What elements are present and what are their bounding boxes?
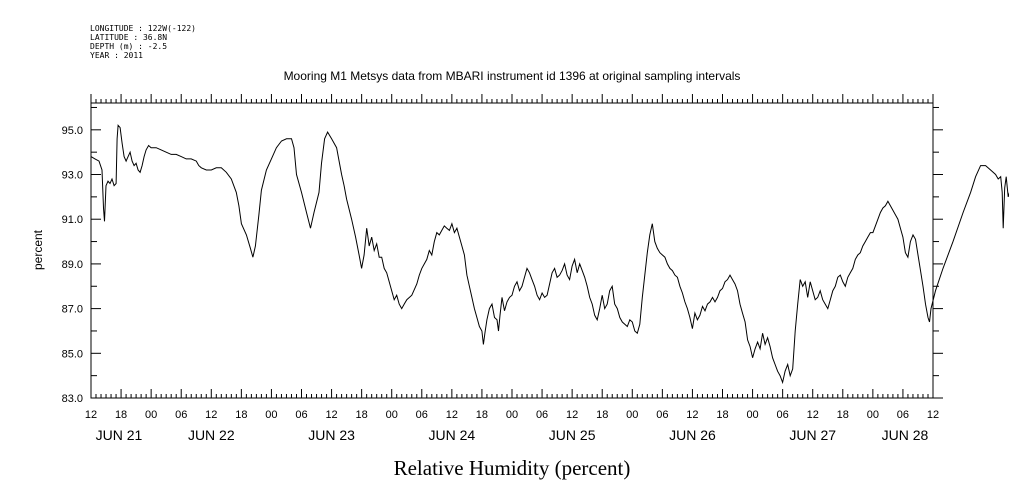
x-tick-label: 18 bbox=[115, 409, 127, 421]
x-tick-label: 06 bbox=[777, 409, 789, 421]
x-tick-label: 12 bbox=[325, 409, 337, 421]
x-tick-label: 06 bbox=[536, 409, 548, 421]
plot-frame bbox=[90, 102, 934, 399]
x-tick-label: 18 bbox=[476, 409, 488, 421]
x-tick-label: 00 bbox=[506, 409, 518, 421]
metadata-block: LONGITUDE : 122W(-122) LATITUDE : 36.8N … bbox=[90, 24, 196, 60]
x-tick-label: 12 bbox=[927, 409, 939, 421]
x-tick-label: 18 bbox=[716, 409, 728, 421]
x-tick-label: 06 bbox=[295, 409, 307, 421]
y-tick-label: 91.0 bbox=[62, 214, 83, 226]
x-tick-label: 06 bbox=[897, 409, 909, 421]
x-tick-label: 00 bbox=[867, 409, 879, 421]
x-tick-label: 18 bbox=[837, 409, 849, 421]
y-tick-label: 95.0 bbox=[62, 125, 83, 137]
x-tick-label: 12 bbox=[566, 409, 578, 421]
chart-title: Mooring M1 Metsys data from MBARI instru… bbox=[284, 69, 741, 83]
x-tick-label: 18 bbox=[596, 409, 608, 421]
x-tick-label: 12 bbox=[686, 409, 698, 421]
x-tick-label: 06 bbox=[416, 409, 428, 421]
x-tick-label: 00 bbox=[145, 409, 157, 421]
day-labels: JUN 21 JUN 22 JUN 23 JUN 24 JUN 25 JUN 26 JUN … bbox=[96, 427, 929, 443]
x-tick-label: 00 bbox=[626, 409, 638, 421]
x-tick-label: 00 bbox=[746, 409, 758, 421]
day-label: JUN 27 bbox=[789, 427, 836, 443]
day-label: JUN 23 bbox=[308, 427, 355, 443]
axis-ticks bbox=[90, 94, 943, 399]
x-tick-label: 06 bbox=[175, 409, 187, 421]
x-axis-label: Relative Humidity (percent) bbox=[394, 456, 631, 480]
humidity-series-line bbox=[90, 124, 1009, 385]
day-label: JUN 21 bbox=[96, 427, 143, 443]
x-tick-label: 18 bbox=[235, 409, 247, 421]
y-tick-labels: 83.0 85.0 87.0 89.0 91.0 93.0 95.0 bbox=[62, 125, 83, 405]
y-tick-label: 85.0 bbox=[62, 348, 83, 360]
y-tick-label: 89.0 bbox=[62, 259, 83, 271]
y-axis-label: percent bbox=[31, 229, 45, 270]
x-tick-label: 06 bbox=[656, 409, 668, 421]
x-tick-label: 12 bbox=[807, 409, 819, 421]
x-tick-label: 00 bbox=[386, 409, 398, 421]
x-tick-label: 12 bbox=[446, 409, 458, 421]
day-label: JUN 22 bbox=[188, 427, 235, 443]
x-tick-label: 00 bbox=[265, 409, 277, 421]
y-tick-label: 87.0 bbox=[62, 304, 83, 316]
day-label: JUN 28 bbox=[882, 427, 929, 443]
y-tick-label: 93.0 bbox=[62, 170, 83, 182]
x-tick-labels: 12 18 00 06 12 18 00 06 12 18 00 06 12 18 00 06 12 18 00 06… bbox=[85, 409, 939, 421]
day-label: JUN 26 bbox=[669, 427, 716, 443]
meta-line-year: YEAR : 2011 bbox=[90, 51, 143, 60]
meta-line-longitude: LONGITUDE : 122W(-122) bbox=[90, 24, 196, 33]
day-label: JUN 25 bbox=[549, 427, 596, 443]
x-tick-label: 18 bbox=[356, 409, 368, 421]
x-tick-label: 12 bbox=[205, 409, 217, 421]
y-tick-label: 83.0 bbox=[62, 393, 83, 405]
day-label: JUN 24 bbox=[429, 427, 476, 443]
meta-line-depth: DEPTH (m) : -2.5 bbox=[90, 42, 167, 51]
x-tick-label: 12 bbox=[85, 409, 97, 421]
meta-line-latitude: LATITUDE : 36.8N bbox=[90, 33, 167, 42]
